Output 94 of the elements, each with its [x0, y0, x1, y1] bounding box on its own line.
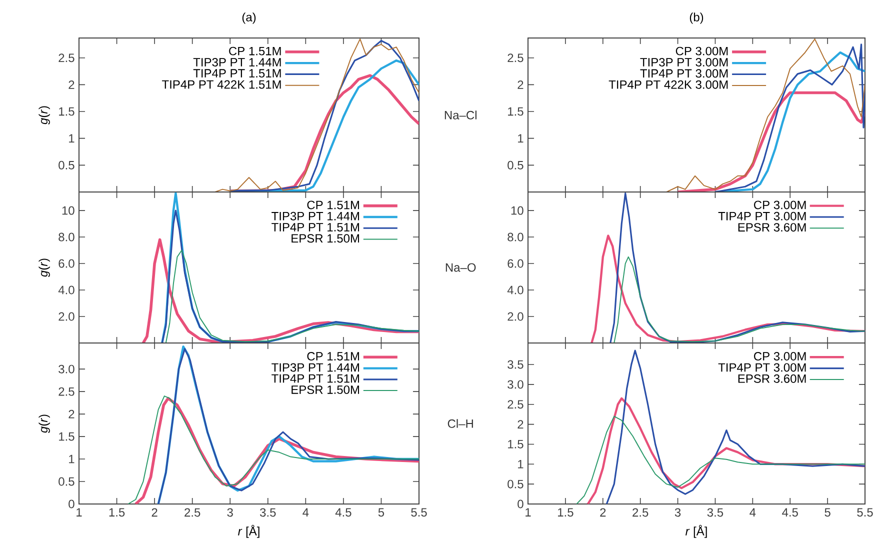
legend-label: CP 3.00M [754, 200, 806, 210]
x-tick-label: 1.5 [109, 508, 125, 517]
y-tick-label: 2 [518, 420, 524, 428]
y-tick-label: 2.5 [508, 400, 524, 409]
line-series [576, 416, 866, 504]
legend-label: TIP4P PT 1.51M [193, 69, 281, 78]
y-tick-label: 1 [518, 460, 524, 468]
legend-label: TIP3P PT 1.44M [193, 58, 281, 66]
line-series [165, 250, 419, 343]
y-tick-label: 4.0 [58, 286, 74, 294]
x-tick-label: 4 [750, 508, 756, 516]
y-tick-label: 2 [68, 410, 74, 418]
y-tick-label: 2 [68, 80, 74, 89]
y-tick-label: 6.0 [508, 259, 524, 268]
y-tick-label: 1 [518, 134, 524, 142]
x-tick-label: 2.5 [632, 508, 648, 517]
legend-label: TIP4P PT 422K 3.00M [608, 80, 728, 89]
chart-title: (a) [242, 12, 256, 24]
y-tick-label: 2.5 [58, 54, 74, 62]
x-tick-label: 5.5 [857, 508, 873, 517]
y-axis-title: g(r) [38, 258, 50, 278]
x-tick-label: 1 [526, 508, 531, 516]
x-tick-label: 4.5 [335, 508, 352, 517]
y-tick-label: 1.5 [508, 107, 524, 116]
y-tick-label: 0 [518, 500, 524, 508]
legend-label: TIP4P PT 1.51M [272, 374, 359, 383]
x-tick-label: 3.5 [260, 508, 276, 517]
y-tick-label: 0.5 [508, 160, 524, 170]
x-tick-label: 2.5 [184, 508, 200, 517]
line-series [606, 350, 866, 504]
legend-label: TIP4P PT 3.00M [718, 212, 806, 220]
y-tick-label: 8.0 [508, 232, 524, 242]
x-tick-label: 5 [378, 508, 384, 517]
y-tick-label: 2.0 [508, 312, 524, 321]
y-tick-label: 2 [518, 80, 524, 89]
legend-label: TIP3P PT 1.44M [272, 212, 359, 220]
y-tick-label: 2.5 [58, 387, 74, 396]
text: Cl–H [448, 419, 473, 428]
y-tick-label: 0 [68, 500, 74, 508]
legend-label: EPSR 1.50M [292, 234, 359, 243]
y-tick-label: 1.5 [59, 107, 74, 116]
line-series [614, 256, 866, 343]
line-series [610, 192, 866, 343]
chart-title: (b) [690, 12, 704, 24]
y-tick-label: 8.0 [58, 232, 74, 242]
y-tick-label: 0.5 [58, 160, 74, 170]
legend-label: TIP4P PT 422K 1.51M [162, 80, 281, 89]
y-tick-label: 1 [69, 454, 74, 464]
y-tick-label: 1.5 [508, 440, 524, 448]
y-tick-label: 3.0 [58, 364, 74, 374]
y-tick-label: 3.0 [508, 380, 524, 389]
legend-label: TIP3P PT 3.00M [640, 58, 728, 66]
x-tick-label: 2 [600, 508, 606, 517]
x-tick-label: 3.5 [707, 508, 724, 517]
y-tick-label: 0.5 [58, 477, 74, 486]
y-tick-label: 2.5 [508, 54, 524, 62]
y-tick-label: 2.0 [58, 312, 74, 321]
legend-label: CP 1.51M [307, 352, 359, 361]
legend-label: TIP4P PT 1.51M [272, 223, 359, 232]
y-tick-label: 4.0 [507, 286, 524, 294]
x-tick-label: 1 [76, 508, 82, 516]
y-axis-title: g(r) [38, 414, 50, 434]
legend-label: EPSR 3.60M [738, 374, 806, 383]
x-tick-label: 4 [302, 508, 309, 516]
x-tick-label: 1.5 [558, 508, 574, 517]
y-tick-label: 1 [69, 134, 74, 142]
y-tick-label: 3.5 [508, 360, 524, 369]
legend-label: TIP4P PT 3.00M [640, 69, 728, 78]
legend-label: TIP4P PT 3.00M [718, 363, 806, 372]
legend-label: CP 1.51M [229, 46, 281, 56]
legend-label: TIP3P PT 1.44M [272, 363, 359, 372]
y-tick-label: 1.5 [59, 432, 74, 441]
x-tick-label: 5 [824, 508, 830, 517]
x-tick-label: 2 [152, 508, 158, 517]
legend-label: EPSR 1.50M [292, 385, 359, 394]
y-tick-label: 0.5 [508, 480, 524, 488]
y-tick-label: 10 [511, 206, 524, 215]
legend-label: CP 3.00M [676, 46, 728, 56]
x-tick-label: 3 [674, 508, 681, 517]
text: Na–O [446, 263, 476, 272]
legend-label: EPSR 3.60M [738, 223, 806, 232]
legend-label: CP 3.00M [754, 352, 806, 361]
y-tick-label: 6.0 [58, 259, 74, 268]
y-axis-title: g(r) [38, 106, 50, 125]
text: Na–Cl [444, 110, 476, 120]
legend-label: CP 1.51M [307, 200, 359, 210]
x-tick-label: 3 [227, 508, 233, 517]
y-tick-label: 10 [62, 206, 74, 215]
x-tick-label: 4.5 [782, 508, 798, 517]
x-axis-title: r [Å] [686, 524, 707, 538]
line-series [586, 397, 866, 504]
x-tick-label: 5.5 [411, 508, 427, 517]
x-axis-title: r [Å] [238, 524, 260, 538]
line-series [590, 234, 866, 343]
